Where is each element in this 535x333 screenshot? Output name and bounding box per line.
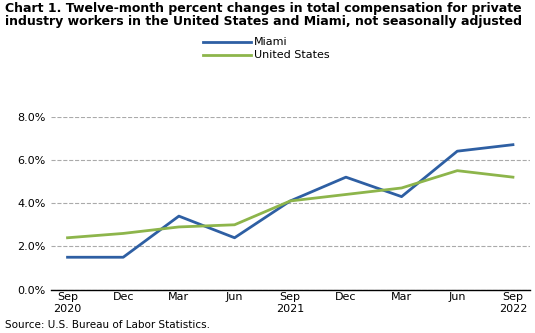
Miami	[64, 255, 71, 259]
Miami	[175, 214, 182, 218]
United States	[399, 186, 405, 190]
United States	[343, 192, 349, 196]
Text: Miami: Miami	[254, 37, 288, 47]
United States	[510, 175, 516, 179]
United States	[454, 168, 461, 172]
Text: Source: U.S. Bureau of Labor Statistics.: Source: U.S. Bureau of Labor Statistics.	[5, 320, 210, 330]
Text: Chart 1. Twelve-month percent changes in total compensation for private: Chart 1. Twelve-month percent changes in…	[5, 2, 522, 15]
Line: Miami: Miami	[67, 145, 513, 257]
United States	[287, 199, 293, 203]
Text: industry workers in the United States and Miami, not seasonally adjusted: industry workers in the United States an…	[5, 15, 522, 28]
Miami	[399, 194, 405, 198]
United States	[231, 223, 238, 227]
Miami	[343, 175, 349, 179]
Line: United States: United States	[67, 170, 513, 238]
Miami	[454, 149, 461, 153]
Miami	[231, 236, 238, 240]
Miami	[510, 143, 516, 147]
United States	[120, 231, 126, 235]
Miami	[120, 255, 126, 259]
Text: United States: United States	[254, 50, 330, 60]
United States	[64, 236, 71, 240]
Miami	[287, 199, 293, 203]
United States	[175, 225, 182, 229]
